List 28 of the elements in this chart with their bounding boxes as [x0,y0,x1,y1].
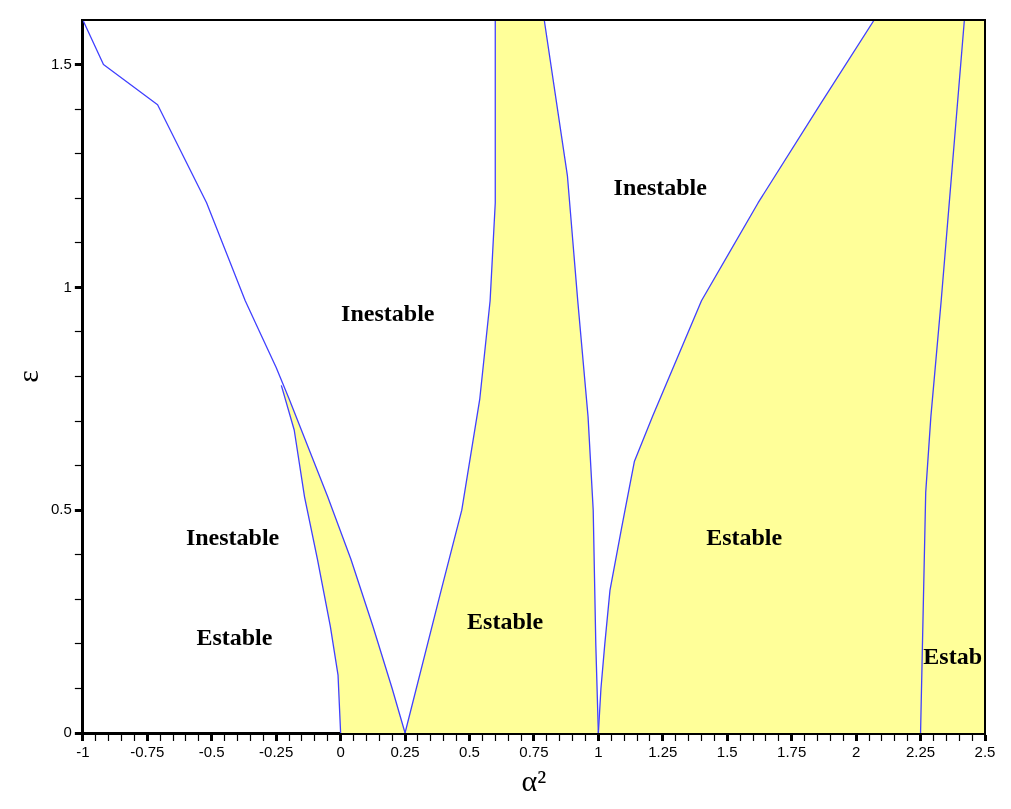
annotation: Estable [196,624,273,651]
x-tick-label: 1.25 [648,743,678,761]
y-tick-label: 1 [63,277,72,295]
x-axis-title: α² [521,763,547,797]
x-tick-label: 0.25 [390,743,420,761]
annotation: Inestable [185,523,280,550]
x-tick-label: 0 [336,743,345,761]
x-tick-label: 2.5 [974,743,996,761]
x-tick-label: -0.5 [198,743,225,761]
x-tick-label: 0.75 [519,743,549,761]
y-tick-label: 0 [63,723,72,741]
x-tick-label: -1 [76,743,90,761]
x-tick-label: 2.25 [905,743,936,761]
annotation: Inestable [613,174,708,201]
y-tick-label: 0.5 [50,500,72,518]
x-tick-label: 1 [594,743,603,761]
x-tick-label: 0.5 [459,743,480,761]
x-tick-label: 1.5 [716,743,738,761]
y-axis-title: ε [10,370,44,383]
y-tick-label: 1.5 [50,54,72,72]
annotation: Estab [923,643,982,670]
x-tick-label: 1.75 [777,743,807,761]
annotation: Estable [706,523,783,550]
x-tick-label: 2 [851,743,861,761]
annotation: Inestable [341,299,435,326]
x-tick-label: -0.25 [259,743,294,761]
x-tick-label: -0.75 [130,743,165,761]
annotation: Estable [467,607,544,634]
